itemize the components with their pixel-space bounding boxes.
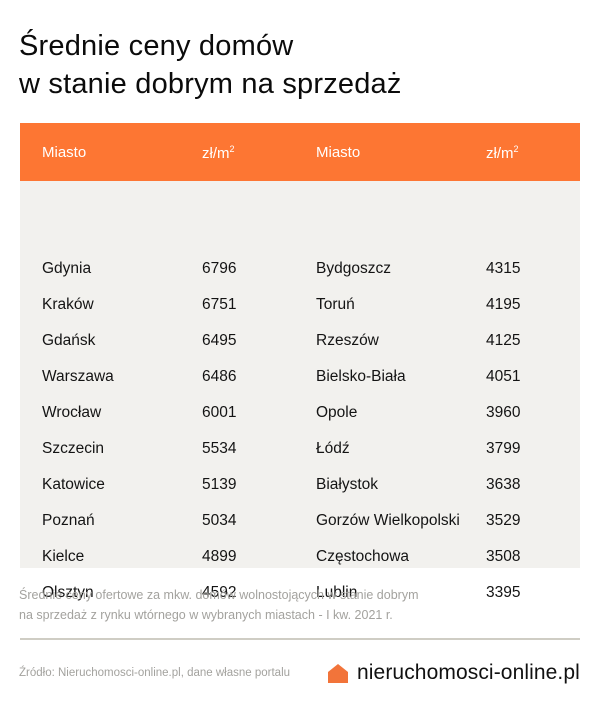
- table-row: Szczecin 5534 Łódź 3799: [20, 439, 580, 475]
- price-left-cell: 6751: [202, 296, 237, 313]
- brand-logo[interactable]: nieruchomosci-online.pl: [328, 661, 580, 685]
- footnote-line-1: Średnie ceny ofertowe za mkw. domów woln…: [19, 588, 419, 602]
- price-left-cell: 6486: [202, 368, 237, 385]
- header-unit-left: zł/m2: [202, 144, 235, 162]
- house-icon: [328, 664, 348, 683]
- price-table: Miasto zł/m2 Miasto zł/m2 Gdynia 6796 Bydg…: [20, 123, 580, 601]
- header-city-left: Miasto: [42, 144, 87, 161]
- city-left-cell: Kraków: [42, 296, 94, 313]
- city-right-cell: Rzeszów: [316, 332, 379, 349]
- price-right-cell: 4315: [486, 260, 521, 277]
- price-right-cell: 3508: [486, 548, 521, 565]
- price-left-cell: 5139: [202, 476, 237, 493]
- table-row: Poznań 5034 Gorzów Wielkopolski 3529: [20, 511, 580, 547]
- city-right-cell: Toruń: [316, 296, 355, 313]
- table-row: Kraków 6751 Toruń 4195: [20, 295, 580, 331]
- city-left-cell: Poznań: [42, 512, 95, 529]
- city-right-cell: Gorzów Wielkopolski: [316, 512, 460, 529]
- city-left-cell: Gdynia: [42, 260, 92, 277]
- source-note: Źródło: Nieruchomosci-online.pl, dane wł…: [19, 667, 291, 679]
- header-unit-right: zł/m2: [486, 144, 519, 162]
- table-row: Gdańsk 6495 Rzeszów 4125: [20, 331, 580, 367]
- footnote-line-2: na sprzedaż z rynku wtórnego w wybranych…: [19, 608, 393, 622]
- city-right-cell: Bydgoszcz: [316, 260, 391, 277]
- header-city-right: Miasto: [316, 144, 361, 161]
- city-left-cell: Wrocław: [42, 404, 102, 421]
- city-right-cell: Lublin: [316, 584, 358, 601]
- price-left-cell: 5534: [202, 440, 237, 457]
- table-header: Miasto zł/m2 Miasto zł/m2: [20, 123, 580, 181]
- city-left-cell: Szczecin: [42, 440, 105, 457]
- price-right-cell: 3799: [486, 440, 521, 457]
- city-left-cell: Gdańsk: [42, 332, 96, 349]
- price-right-cell: 3529: [486, 512, 521, 529]
- table-row: Warszawa 6486 Bielsko-Biała 4051: [20, 367, 580, 403]
- city-left-cell: Olsztyn: [42, 584, 94, 601]
- brand-name: nieruchomosci-online.pl: [357, 661, 580, 684]
- price-left-cell: 6796: [202, 260, 237, 277]
- footnote: Średnie ceny ofertowe za mkw. domów woln…: [19, 585, 419, 625]
- divider: [20, 638, 580, 640]
- table-row: Gdynia 6796 Bydgoszcz 4315: [20, 259, 580, 295]
- price-right-cell: 3638: [486, 476, 521, 493]
- title-line-2: w stanie dobrym na sprzedaż: [19, 68, 402, 100]
- price-left-cell: 4899: [202, 548, 237, 565]
- city-left-cell: Kielce: [42, 548, 85, 565]
- price-left-cell: 6001: [202, 404, 237, 421]
- price-right-cell: 4051: [486, 368, 521, 385]
- table-row: Wrocław 6001 Opole 3960: [20, 403, 580, 439]
- page-title: Średnie ceny domów w stanie dobrym na sp…: [19, 27, 402, 103]
- table-row: Kielce 4899 Częstochowa 3508: [20, 547, 580, 583]
- city-right-cell: Częstochowa: [316, 548, 410, 565]
- price-right-cell: 3960: [486, 404, 521, 421]
- price-left-cell: 6495: [202, 332, 237, 349]
- price-right-cell: 3395: [486, 584, 521, 601]
- price-left-cell: 4592: [202, 584, 237, 601]
- city-left-cell: Warszawa: [42, 368, 114, 385]
- price-left-cell: 5034: [202, 512, 237, 529]
- table-row: Olsztyn 4592 Lublin 3395: [20, 583, 580, 619]
- city-right-cell: Łódź: [316, 440, 350, 457]
- city-left-cell: Katowice: [42, 476, 105, 493]
- title-line-1: Średnie ceny domów: [19, 30, 294, 62]
- city-right-cell: Opole: [316, 404, 358, 421]
- city-right-cell: Białystok: [316, 476, 379, 493]
- table-row: Katowice 5139 Białystok 3638: [20, 475, 580, 511]
- price-right-cell: 4125: [486, 332, 521, 349]
- city-right-cell: Bielsko-Biała: [316, 368, 406, 385]
- price-right-cell: 4195: [486, 296, 521, 313]
